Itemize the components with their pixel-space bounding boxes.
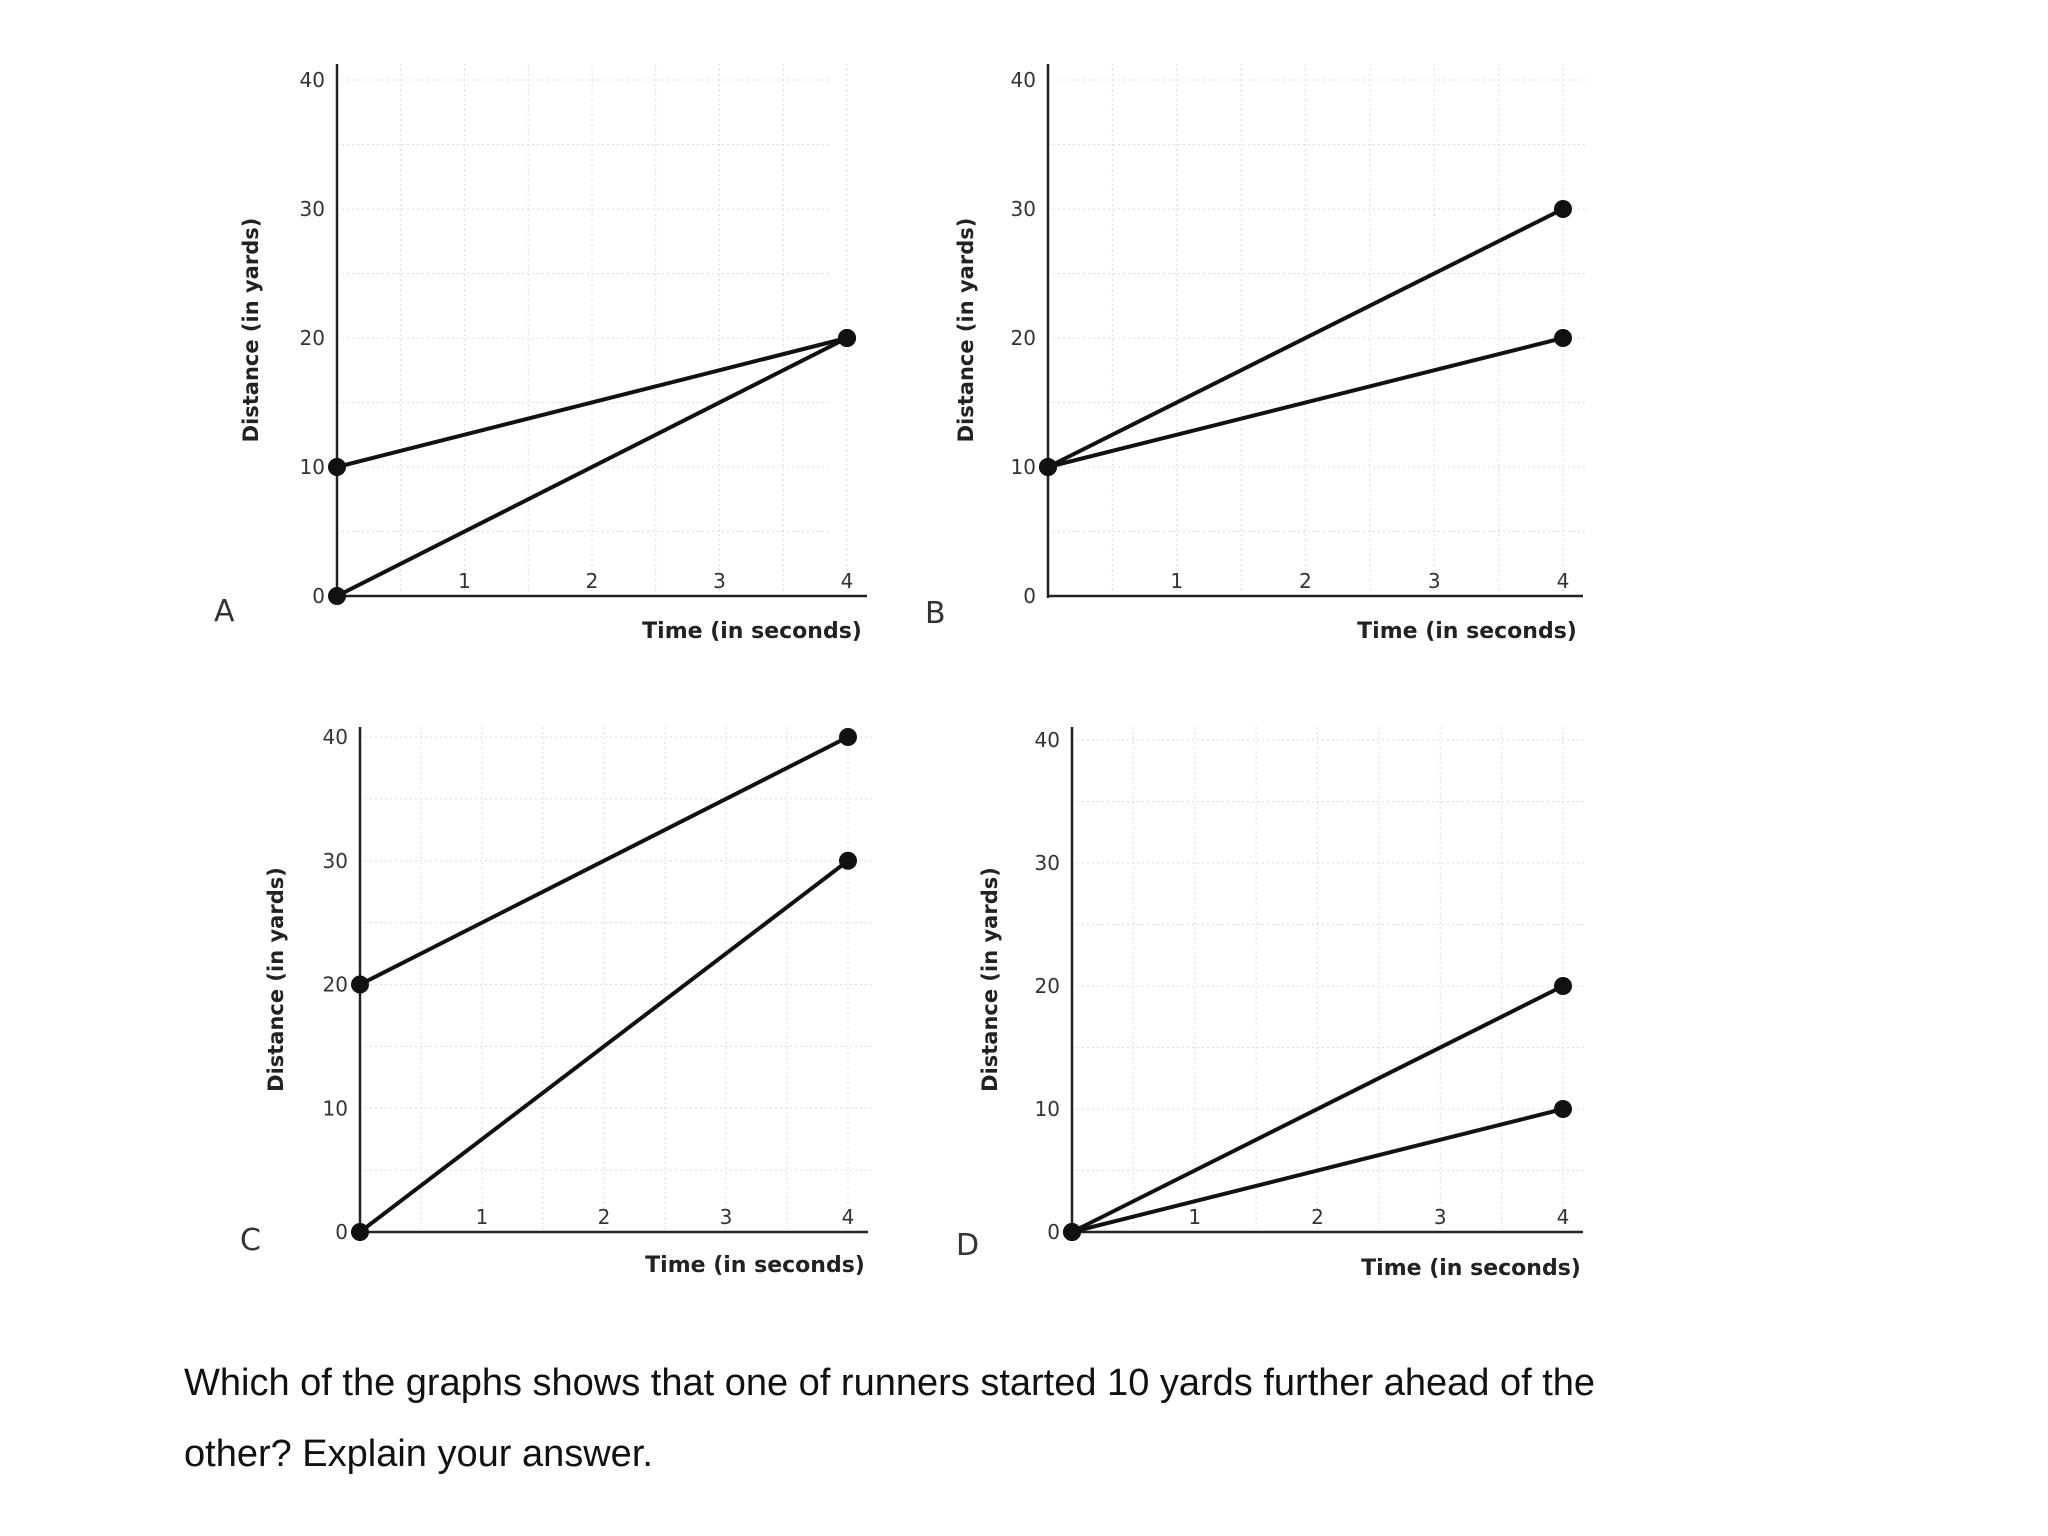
y-tick-label: 20 (1035, 974, 1060, 998)
data-point (1554, 200, 1572, 218)
panel-letter-b: B (925, 596, 946, 631)
question-line-1: Which of the graphs shows that one of ru… (184, 1362, 1596, 1404)
y-tick-label: 20 (323, 973, 348, 997)
y-tick-label: 10 (1011, 455, 1036, 479)
y-tick-label: 40 (300, 68, 325, 92)
data-point (839, 728, 857, 746)
y-tick-label: 40 (1011, 68, 1036, 92)
series-line-2 (336, 336, 848, 598)
y-tick-label: 20 (1011, 326, 1036, 350)
y-tick-label: 30 (1035, 851, 1060, 875)
data-point (1554, 1100, 1572, 1118)
data-point (1063, 1223, 1081, 1241)
x-tick-label: 2 (1299, 569, 1312, 593)
chart-panel-c: 0 10 20 30 40 1 2 3 4 Time (in seconds) Distance (… (264, 725, 872, 1278)
data-point (839, 851, 857, 870)
y-tick-label: 30 (300, 197, 325, 221)
series-line-2 (358, 859, 850, 1234)
panel-letter-c: C (240, 1223, 261, 1258)
y-tick-label: 30 (1011, 197, 1036, 221)
y-tick-label: 0 (1047, 1220, 1060, 1244)
y-axis-label: Distance (in yards) (264, 867, 288, 1092)
x-tick-label: 4 (1557, 1205, 1570, 1229)
x-tick-label: 4 (841, 569, 854, 593)
panel-letter-d: D (956, 1228, 980, 1263)
x-tick-label: 4 (842, 1205, 855, 1229)
chart-panel-d: 0 10 20 30 40 1 2 3 4 Time (in seconds) Distance (… (978, 727, 1585, 1281)
y-axis-label: Distance (in yards) (954, 218, 978, 443)
data-point (838, 329, 856, 347)
x-tick-label: 3 (720, 1205, 733, 1229)
series-line-1 (1047, 207, 1564, 469)
x-tick-label: 2 (598, 1205, 611, 1229)
y-tick-label: 10 (323, 1096, 348, 1120)
series-line-2 (1047, 336, 1564, 469)
x-tick-label: 1 (1170, 569, 1183, 593)
y-tick-label: 0 (335, 1220, 348, 1244)
data-point (1554, 329, 1572, 347)
y-axis-label: Distance (in yards) (978, 867, 1002, 1092)
series-line-1 (1071, 984, 1564, 1234)
x-axis-label: Time (in seconds) (1361, 1256, 1581, 1281)
x-tick-label: 1 (476, 1205, 489, 1229)
series-line-1 (359, 735, 849, 987)
y-tick-label: 0 (312, 584, 325, 608)
y-tick-label: 20 (300, 326, 325, 350)
x-tick-label: 3 (1428, 569, 1441, 593)
data-point (328, 587, 346, 605)
question-line-2: other? Explain your answer. (184, 1433, 653, 1475)
y-tick-label: 40 (323, 725, 348, 749)
panel-letter-a: A (214, 594, 235, 629)
y-tick-label: 10 (300, 455, 325, 479)
y-tick-label: 40 (1035, 728, 1060, 752)
x-tick-label: 3 (713, 569, 726, 593)
x-axis-label: Time (in seconds) (642, 619, 862, 644)
data-point (351, 1223, 369, 1241)
chart-panel-b: 0 10 20 30 40 1 2 3 4 Time (in seconds) Distance (… (954, 64, 1585, 644)
data-point (1039, 458, 1057, 476)
data-point (351, 975, 369, 994)
x-tick-label: 1 (458, 569, 471, 593)
x-tick-label: 1 (1188, 1205, 1201, 1229)
series-line-1 (336, 336, 848, 469)
y-tick-label: 30 (323, 849, 348, 873)
x-tick-label: 4 (1557, 569, 1570, 593)
y-axis-label: Distance (in yards) (239, 218, 263, 443)
x-tick-label: 2 (1311, 1205, 1324, 1229)
chart-panel-a: 0 10 20 30 40 1 2 3 4 Time (in seconds) Distance (… (239, 64, 867, 644)
x-tick-label: 2 (586, 569, 599, 593)
data-point (328, 458, 346, 476)
x-axis-label: Time (in seconds) (645, 1253, 865, 1278)
y-tick-label: 10 (1035, 1097, 1060, 1121)
data-point (1554, 977, 1572, 995)
y-tick-label: 0 (1023, 584, 1036, 608)
x-tick-label: 3 (1434, 1205, 1447, 1229)
series-line-2 (1071, 1107, 1564, 1234)
x-axis-label: Time (in seconds) (1357, 619, 1577, 644)
